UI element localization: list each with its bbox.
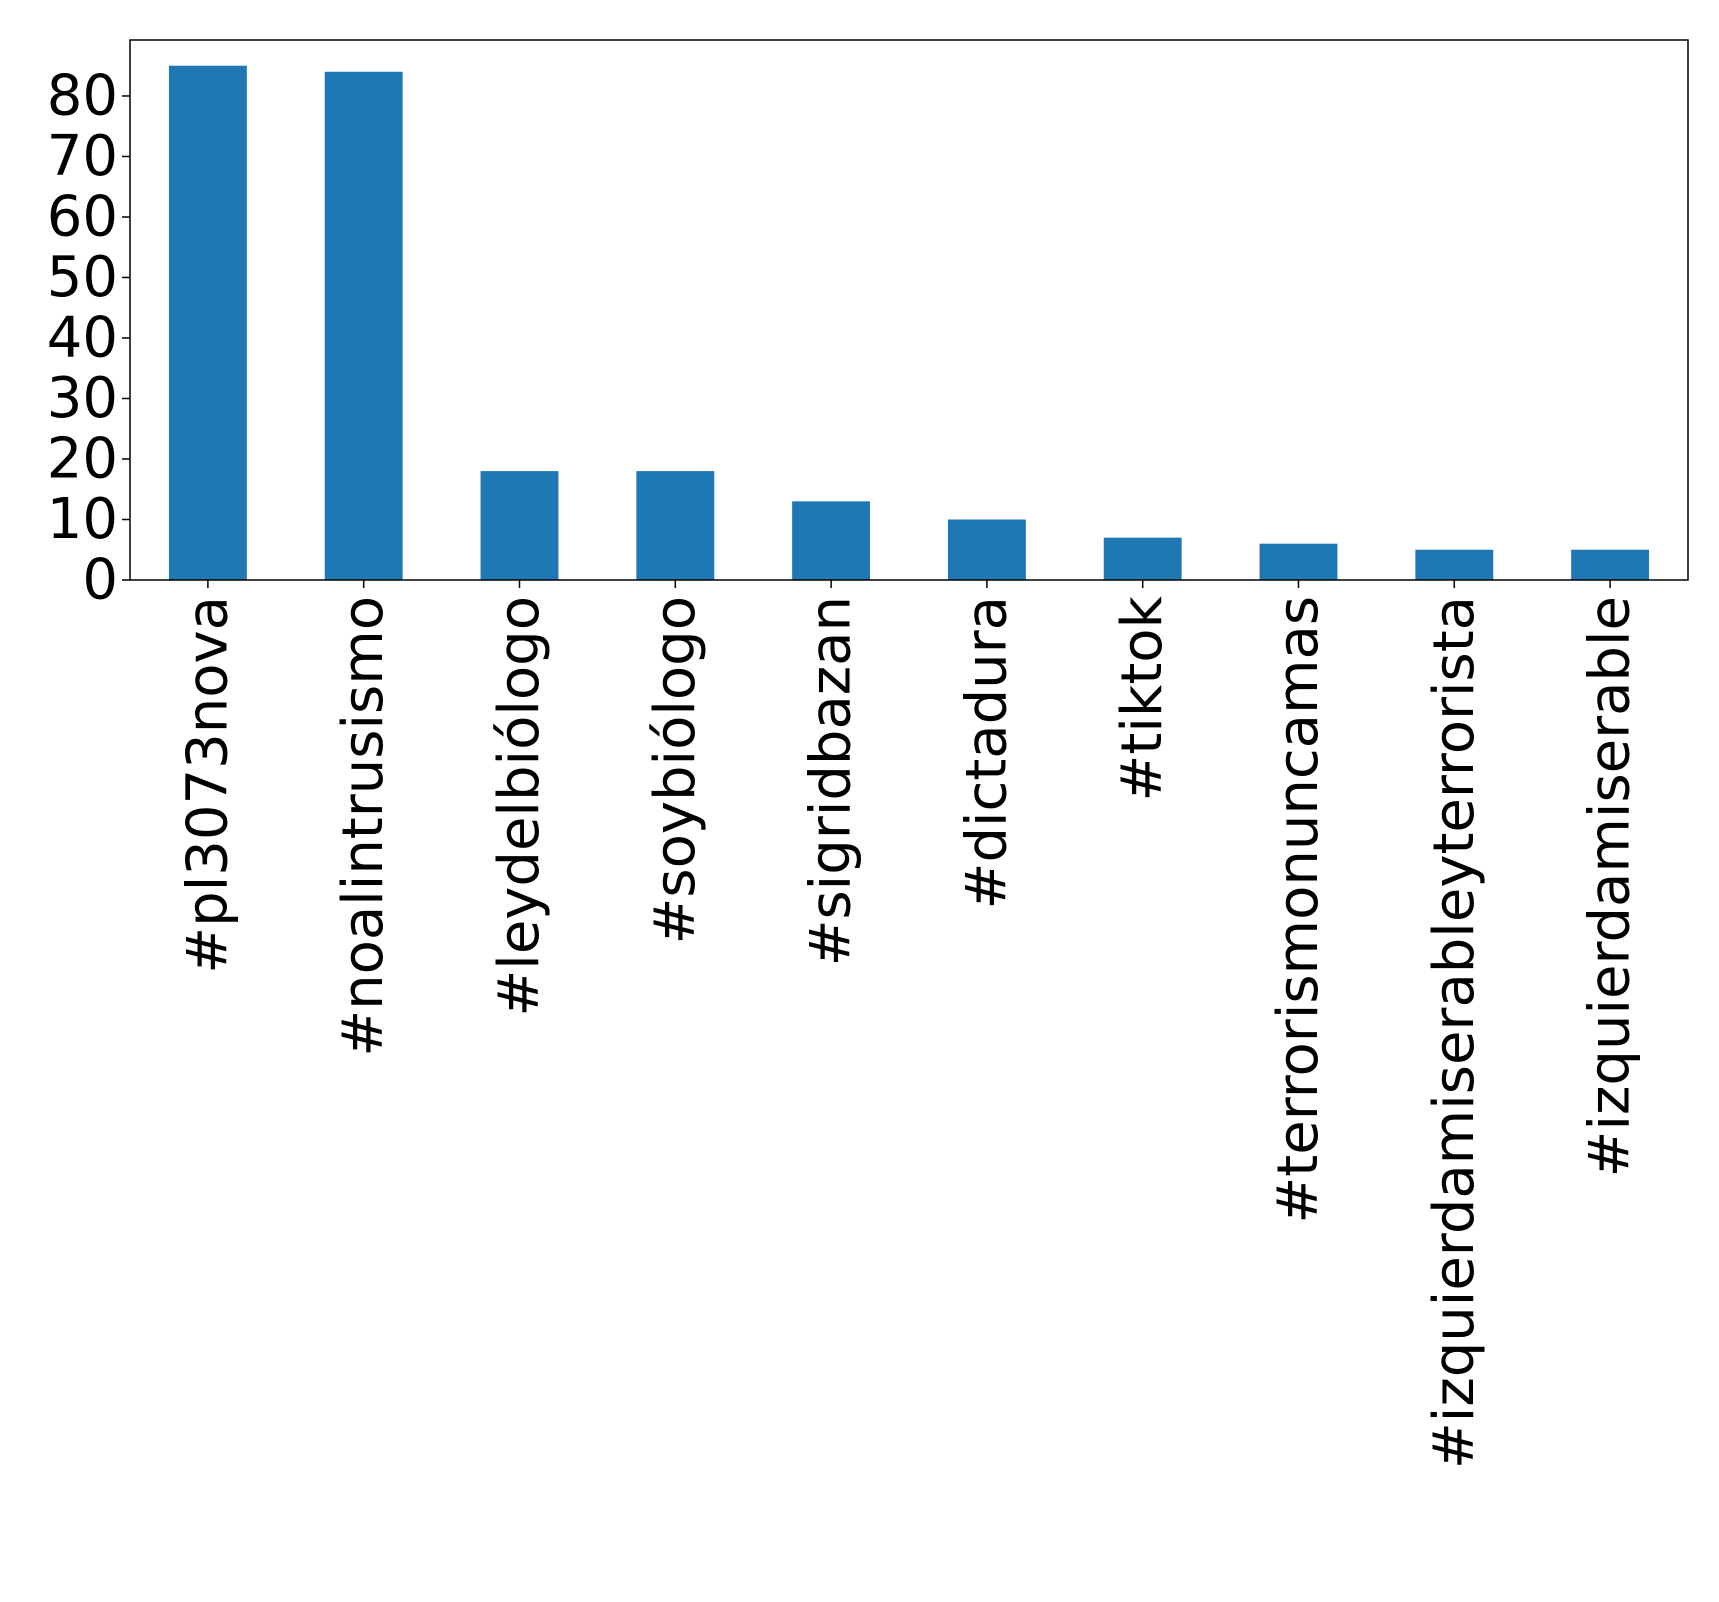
bar (636, 471, 715, 580)
bar (947, 519, 1026, 580)
x-tick-label: #pl3073nova (175, 596, 240, 974)
bar (324, 71, 403, 580)
y-tick-label: 80 (47, 63, 118, 128)
x-tick-label: #sigridbazan (799, 596, 864, 966)
bar (1415, 549, 1494, 580)
x-tick-label: #dictadura (954, 596, 1019, 909)
x-tick-label: #noalintrusismo (331, 596, 396, 1057)
y-tick-label: 60 (47, 184, 118, 249)
y-tick-label: 0 (82, 548, 118, 613)
y-tick-label: 20 (47, 426, 118, 491)
x-tick-label: #terrorismonuncamas (1266, 596, 1331, 1224)
x-tick-label: #izquierdamiserable (1578, 596, 1643, 1177)
bar (480, 471, 559, 580)
y-tick-label: 30 (47, 366, 118, 431)
bar (1259, 543, 1338, 580)
bar (1103, 537, 1182, 580)
y-tick-label: 50 (47, 245, 118, 310)
bar (792, 501, 871, 580)
bar (168, 65, 247, 580)
x-tick-label: #soybiólogo (643, 596, 708, 945)
x-axis-ticks: #pl3073nova #noalintrusismo #leydelbiólogo… (175, 580, 1643, 1469)
y-tick-label: 70 (47, 124, 118, 189)
bars-layer (168, 65, 1650, 580)
plot-frame (129, 39, 1689, 581)
x-tick-label: #tiktok (1110, 595, 1175, 801)
y-tick-label: 10 (47, 487, 118, 552)
x-tick-label: #leydelbiólogo (487, 596, 552, 1017)
y-tick-label: 40 (47, 305, 118, 370)
bar (1571, 549, 1650, 580)
x-tick-label: #izquierdamiserableyterrorista (1422, 596, 1487, 1469)
